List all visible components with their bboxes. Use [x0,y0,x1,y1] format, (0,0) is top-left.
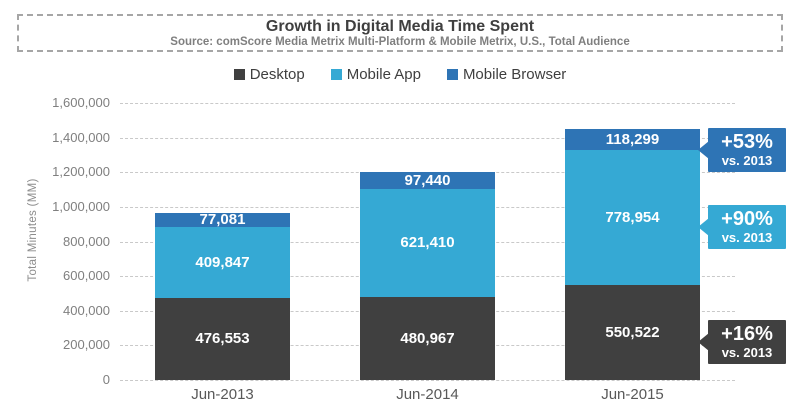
segment-value-label: 476,553 [195,330,250,348]
segment-desktop: 480,967 [360,296,495,380]
bar-jun-2014: 480,967 621,410 97,440 [360,172,495,380]
segment-value-label: 480,967 [400,329,455,347]
segment-desktop: 476,553 [155,297,290,380]
callout-sublabel: vs. 2013 [721,152,773,168]
legend-item-desktop: Desktop [233,66,305,83]
bar-jun-2015: 550,522 778,954 118,299 [565,129,700,380]
x-axis-label: Jun-2013 [191,386,254,403]
segment-mobile-browser: 118,299 [565,129,700,150]
y-tick-label: 400,000 [63,302,110,318]
y-tick-label: 800,000 [63,233,110,249]
plot-area: 476,553 409,847 77,081 480,967 621,410 97,440… [120,103,735,381]
legend-label: Desktop [249,66,305,83]
segment-mobile-app: 778,954 [565,149,700,285]
segment-value-label: 118,299 [605,131,660,149]
bar-jun-2013: 476,553 409,847 77,081 [155,211,290,380]
segment-mobile-app: 409,847 [155,226,290,298]
y-tick-label: 0 [102,372,110,387]
legend-item-mobile-app: Mobile App [330,66,421,83]
callout-arrow [698,333,709,352]
segment-desktop: 550,522 [565,284,700,380]
chart-subtitle: Source: comScore Media Metrix Multi-Plat… [170,35,630,48]
callout-sublabel: vs. 2013 [721,345,773,361]
segment-value-label: 550,522 [605,323,660,341]
segment-value-label: 97,440 [404,172,451,190]
segment-value-label: 77,081 [199,211,246,229]
legend-item-mobile-browser: Mobile Browser [446,66,567,83]
segment-mobile-app: 621,410 [360,189,495,297]
y-tick-label: 1,200,000 [52,164,110,180]
y-tick-label: 600,000 [63,268,110,284]
segment-value-label: 621,410 [400,234,455,252]
legend: Desktop Mobile App Mobile Browser [0,66,800,83]
bar-slot: 480,967 621,410 97,440 [325,172,530,380]
callout-arrow [698,218,709,237]
y-tick-label: 1,000,000 [52,198,110,214]
bar-slot: 550,522 778,954 118,299 [530,129,735,380]
legend-label: Mobile App [346,66,421,83]
segment-value-label: 409,847 [195,253,250,271]
callout-label: +53% [721,130,773,153]
x-axis-labels: Jun-2013 Jun-2014 Jun-2015 [120,386,735,403]
grid-line [120,103,735,104]
legend-swatch-mobile-app [330,69,342,80]
y-tick-label: 200,000 [63,337,110,353]
legend-swatch-mobile-browser [446,69,458,80]
x-axis-label: Jun-2014 [396,386,459,403]
callout-label: +16% [721,323,773,346]
chart-title: Growth in Digital Media Time Spent [265,17,535,35]
segment-value-label: 778,954 [605,208,660,226]
legend-swatch-desktop [233,69,245,80]
callout-mobile-browser: +53% vs. 2013 [698,127,786,172]
x-axis-label: Jun-2015 [601,386,664,403]
chart-title-box: Growth in Digital Media Time Spent Sourc… [17,14,783,52]
bar-slot: 476,553 409,847 77,081 [120,211,325,380]
callout-sublabel: vs. 2013 [721,230,773,246]
legend-label: Mobile Browser [462,66,567,83]
y-axis-title: Total Minutes (MM) [27,178,39,282]
bars: 476,553 409,847 77,081 480,967 621,410 97,440… [120,103,735,380]
y-tick-label: 1,600,000 [52,95,110,110]
y-tick-label: 1,400,000 [52,129,110,145]
grid-line [120,380,735,381]
callout-mobile-app: +90% vs. 2013 [698,205,786,250]
segment-mobile-browser: 77,081 [155,211,290,229]
callout-desktop: +16% vs. 2013 [698,320,786,365]
grid-line [120,137,735,139]
callout-label: +90% [721,208,773,231]
segment-mobile-browser: 97,440 [360,172,495,190]
callout-arrow [698,140,709,159]
